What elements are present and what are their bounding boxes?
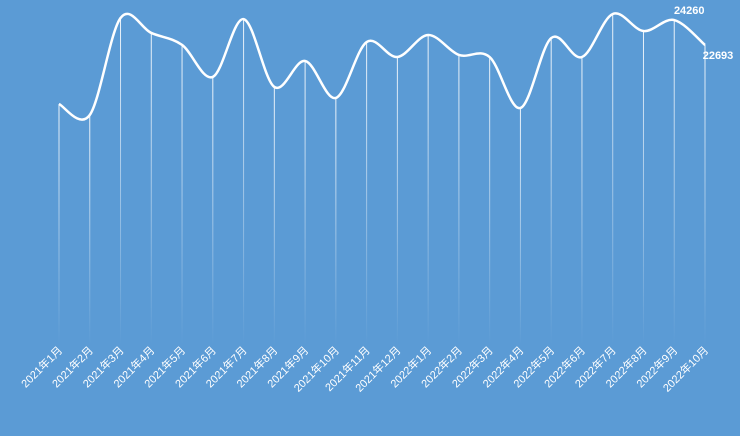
drop-line	[396, 57, 398, 345]
drop-line	[673, 20, 675, 346]
drop-line	[581, 57, 583, 345]
drop-line	[519, 107, 521, 345]
drop-line	[550, 38, 552, 345]
drop-line	[458, 54, 460, 345]
drop-line	[243, 19, 245, 346]
drop-line	[366, 42, 368, 346]
drop-line	[212, 76, 214, 345]
drop-line	[427, 35, 429, 346]
drop-line	[181, 44, 183, 345]
drop-line	[489, 57, 491, 345]
drop-line	[642, 31, 644, 345]
line	[58, 12, 706, 121]
data-label: 24260	[674, 5, 705, 17]
drop-line	[273, 86, 275, 345]
drop-line	[58, 104, 60, 345]
drop-line	[335, 97, 337, 346]
drop-line	[612, 14, 614, 345]
drop-line	[89, 115, 91, 345]
drop-line	[304, 60, 306, 345]
drop-line	[150, 32, 152, 346]
data-label: 22693	[703, 50, 734, 62]
drop-line	[704, 45, 706, 345]
drop-line	[120, 17, 122, 346]
